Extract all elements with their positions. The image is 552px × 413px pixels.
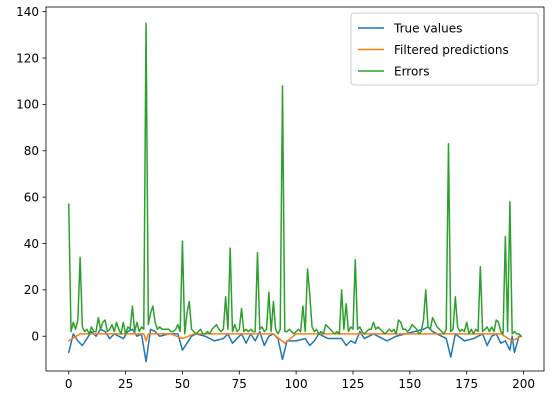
x-tick-label: 150 [398, 377, 421, 391]
legend-label: Filtered predictions [394, 43, 509, 57]
legend: True values Filtered predictions Errors [350, 12, 539, 86]
legend-label: Errors [394, 64, 430, 78]
y-tick-label: 100 [16, 98, 39, 112]
plot-area [45, 6, 545, 372]
x-tick-label: 100 [285, 377, 308, 391]
y-tick-label: 0 [31, 330, 39, 344]
series-line-errors [67, 22, 523, 337]
y-tick-label: 140 [16, 5, 39, 19]
y-tick-label: 40 [24, 237, 39, 251]
x-axis: 0 25 50 75 100 125 150 175 200 [65, 371, 535, 391]
x-tick-label: 200 [512, 377, 535, 391]
x-tick-label: 0 [65, 377, 73, 391]
y-tick-label: 20 [24, 283, 39, 297]
x-tick-label: 125 [342, 377, 365, 391]
legend-box [350, 12, 539, 86]
y-tick-label: 80 [24, 144, 39, 158]
y-axis: 0 20 40 60 80 100 120 140 [16, 5, 46, 344]
x-tick-label: 75 [232, 377, 247, 391]
axes-frame [45, 6, 545, 372]
y-tick-label: 120 [16, 51, 39, 65]
x-tick-label: 175 [455, 377, 478, 391]
x-tick-label: 50 [175, 377, 190, 391]
x-tick-label: 25 [118, 377, 133, 391]
legend-label: True values [393, 21, 462, 35]
y-tick-label: 60 [24, 190, 39, 204]
